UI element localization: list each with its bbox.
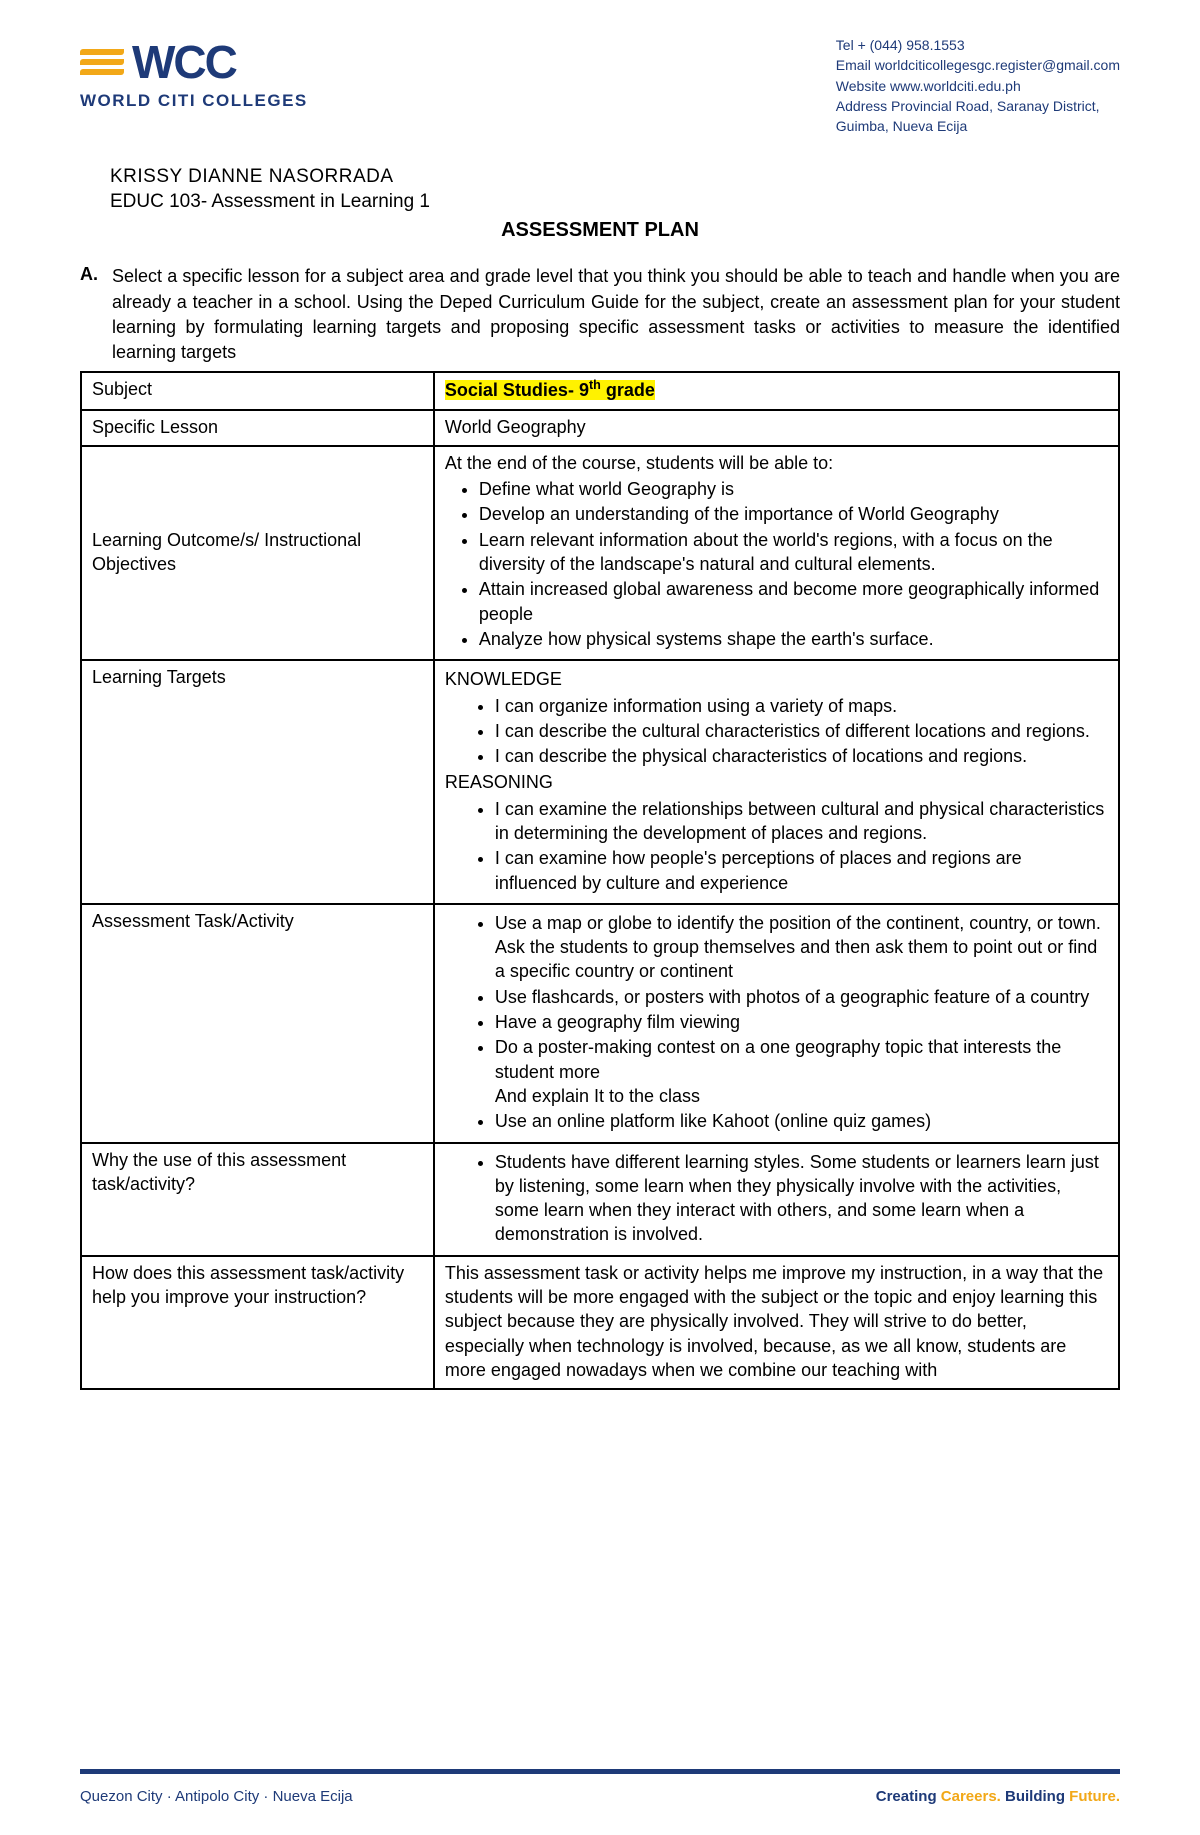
reasoning-list: I can examine the relationships between … (445, 797, 1108, 895)
row-activity: Assessment Task/Activity Use a map or gl… (81, 904, 1119, 1143)
logo-block: WCC WORLD CITI COLLEGES (80, 35, 308, 111)
list-item: Develop an understanding of the importan… (479, 502, 1108, 526)
footer-row: Quezon City · Antipolo City · Nueva Ecij… (80, 1788, 1120, 1805)
contact-address2: Guimba, Nueva Ecija (836, 116, 1120, 136)
label-lesson: Specific Lesson (81, 410, 434, 446)
outcomes-intro: At the end of the course, students will … (445, 451, 1108, 475)
contact-tel: Tel + (044) 958.1553 (836, 35, 1120, 55)
label-activity: Assessment Task/Activity (81, 904, 434, 1143)
header-section: WCC WORLD CITI COLLEGES Tel + (044) 958.… (80, 35, 1120, 136)
list-item: Do a poster-making contest on a one geog… (495, 1035, 1108, 1108)
reasoning-head: REASONING (445, 770, 1108, 794)
contact-address1: Address Provincial Road, Saranay Distric… (836, 96, 1120, 116)
student-name: KRISSY DIANNE NASORRADA (110, 166, 1120, 188)
document-page: WCC WORLD CITI COLLEGES Tel + (044) 958.… (0, 0, 1200, 1835)
value-subject: Social Studies- 9th grade (434, 372, 1119, 409)
logo-top-row: WCC (80, 35, 236, 89)
value-targets: KNOWLEDGE I can organize information usi… (434, 660, 1119, 904)
course-code: EDUC 103- Assessment in Learning 1 (110, 191, 1120, 213)
row-outcomes: Learning Outcome/s/ Instructional Object… (81, 446, 1119, 660)
section-a-label: A. (80, 264, 104, 365)
list-item: Have a geography film viewing (495, 1010, 1108, 1034)
list-item: I can examine how people's perceptions o… (495, 846, 1108, 895)
list-item: I can examine the relationships between … (495, 797, 1108, 846)
tag-1: Creating (876, 1788, 941, 1805)
section-a-text: Select a specific lesson for a subject a… (112, 264, 1120, 365)
footer-bar (80, 1769, 1120, 1774)
contact-website: Website www.worldciti.edu.ph (836, 76, 1120, 96)
list-item: I can organize information using a varie… (495, 694, 1108, 718)
list-item: Learn relevant information about the wor… (479, 528, 1108, 577)
activity-list: Use a map or globe to identify the posit… (445, 911, 1108, 1134)
assessment-table: Subject Social Studies- 9th grade Specif… (80, 371, 1120, 1390)
list-item: I can describe the physical characterist… (495, 744, 1108, 768)
tag-4: Future. (1069, 1788, 1120, 1805)
logo-name: WORLD CITI COLLEGES (80, 91, 308, 111)
label-outcomes: Learning Outcome/s/ Instructional Object… (81, 446, 434, 660)
list-item: Define what world Geography is (479, 477, 1108, 501)
contact-email: Email worldciticollegesgc.register@gmail… (836, 55, 1120, 75)
list-item: Analyze how physical systems shape the e… (479, 627, 1108, 651)
label-why: Why the use of this assessment task/acti… (81, 1143, 434, 1256)
knowledge-list: I can organize information using a varie… (445, 694, 1108, 769)
list-item: Use an online platform like Kahoot (onli… (495, 1109, 1108, 1133)
wave-icon (80, 49, 124, 75)
value-why: Students have different learning styles.… (434, 1143, 1119, 1256)
row-targets: Learning Targets KNOWLEDGE I can organiz… (81, 660, 1119, 904)
label-how: How does this assessment task/activity h… (81, 1256, 434, 1389)
list-item: Use a map or globe to identify the posit… (495, 911, 1108, 984)
value-lesson: World Geography (434, 410, 1119, 446)
footer-tagline: Creating Careers. Building Future. (876, 1788, 1120, 1805)
label-subject: Subject (81, 372, 434, 409)
footer: Quezon City · Antipolo City · Nueva Ecij… (80, 1769, 1120, 1805)
why-list: Students have different learning styles.… (445, 1150, 1108, 1247)
list-item: Students have different learning styles.… (495, 1150, 1108, 1247)
contact-block: Tel + (044) 958.1553 Email worldciticoll… (836, 35, 1120, 136)
label-targets: Learning Targets (81, 660, 434, 904)
doc-title: ASSESSMENT PLAN (80, 219, 1120, 242)
row-why: Why the use of this assessment task/acti… (81, 1143, 1119, 1256)
row-lesson: Specific Lesson World Geography (81, 410, 1119, 446)
subject-sup: th (589, 378, 601, 392)
subject-prefix: Social Studies- 9 (445, 380, 589, 400)
knowledge-head: KNOWLEDGE (445, 667, 1108, 691)
value-how: This assessment task or activity helps m… (434, 1256, 1119, 1389)
section-a: A. Select a specific lesson for a subjec… (80, 264, 1120, 365)
student-info: KRISSY DIANNE NASORRADA EDUC 103- Assess… (110, 166, 1120, 213)
list-item: Use flashcards, or posters with photos o… (495, 985, 1108, 1009)
tag-3: Building (1005, 1788, 1069, 1805)
list-item: Attain increased global awareness and be… (479, 577, 1108, 626)
value-outcomes: At the end of the course, students will … (434, 446, 1119, 660)
subject-suffix: grade (601, 380, 655, 400)
logo-abbrev: WCC (132, 35, 236, 89)
row-how: How does this assessment task/activity h… (81, 1256, 1119, 1389)
tag-2: Careers. (941, 1788, 1005, 1805)
outcomes-list: Define what world Geography is Develop a… (445, 477, 1108, 651)
row-subject: Subject Social Studies- 9th grade (81, 372, 1119, 409)
footer-cities: Quezon City · Antipolo City · Nueva Ecij… (80, 1788, 353, 1805)
list-item: I can describe the cultural characterist… (495, 719, 1108, 743)
value-activity: Use a map or globe to identify the posit… (434, 904, 1119, 1143)
